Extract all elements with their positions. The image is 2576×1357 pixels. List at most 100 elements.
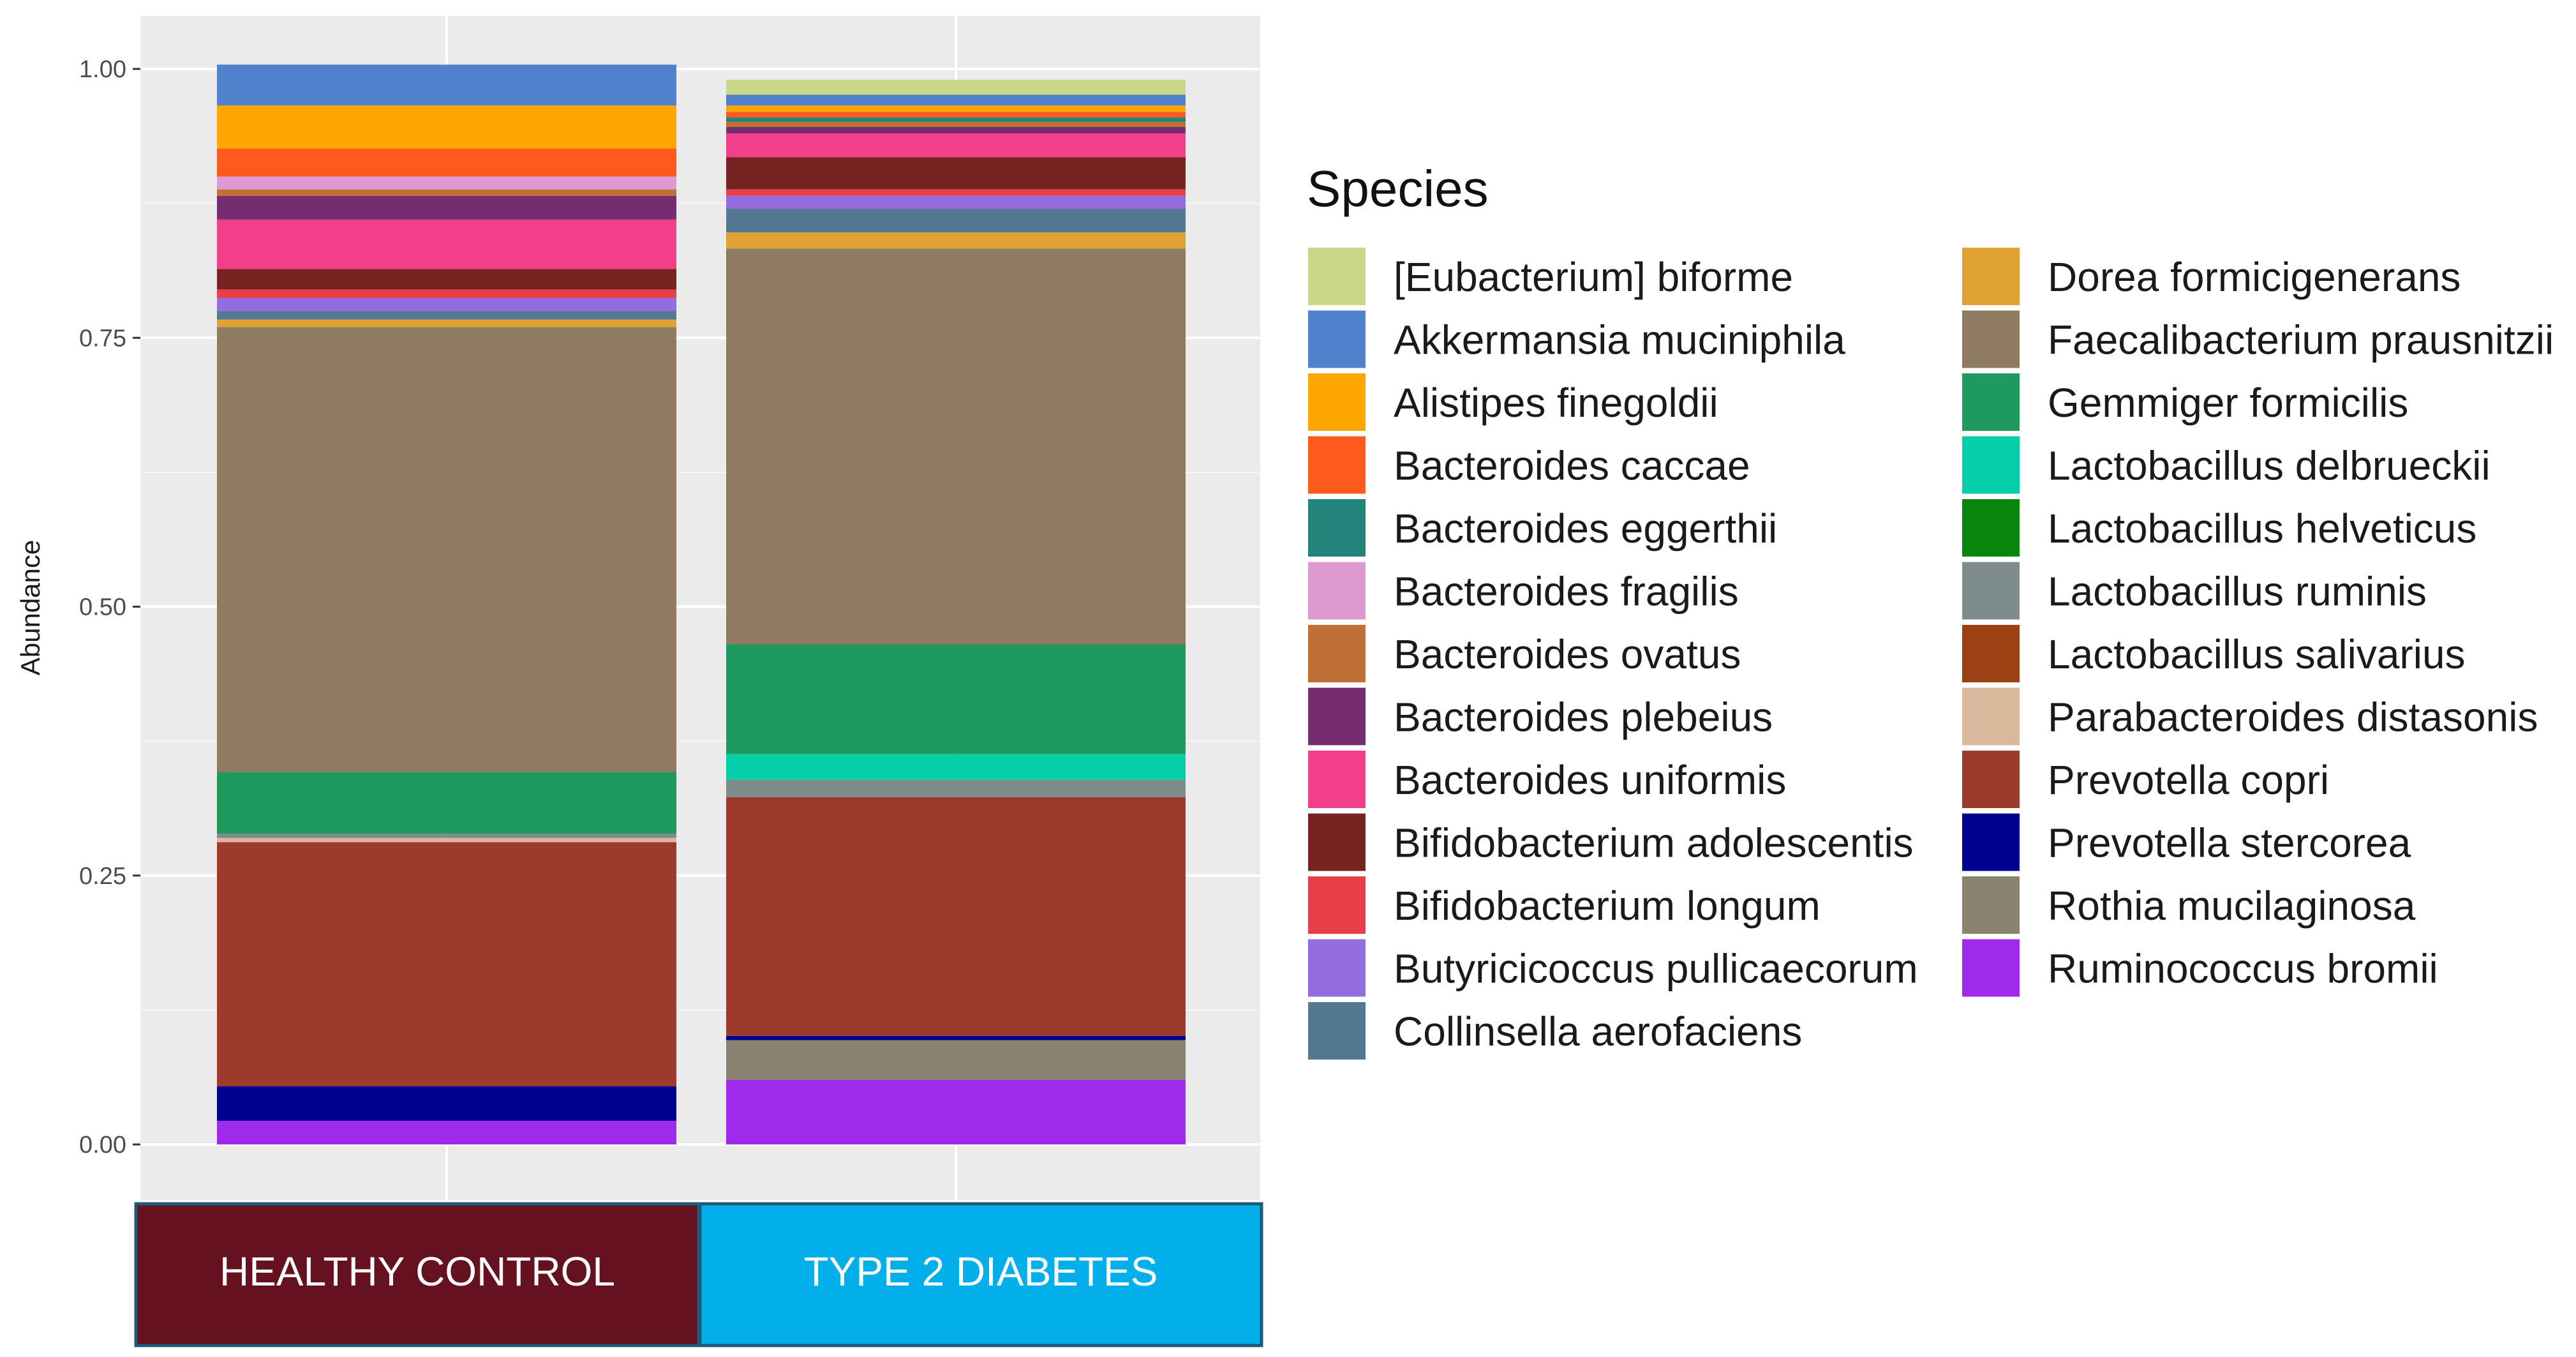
bar-segment-bacteroides-ovatus (726, 121, 1186, 127)
legend-item-lactobacillus-salivarius: Lactobacillus salivarius (1962, 625, 2466, 682)
legend-label: Parabacteroides distasonis (2048, 694, 2538, 740)
legend-key (1308, 687, 1366, 746)
legend-item-faecalibacterium-prausnitzii: Faecalibacterium prausnitzii (1962, 310, 2554, 368)
legend-key (1308, 625, 1366, 682)
bar-segment-butyricicoccus-pullicaecorum (217, 297, 676, 311)
y-axis-label: Abundance (15, 540, 45, 676)
legend-label: Bifidobacterium longum (1394, 883, 1820, 929)
legend-key (1962, 373, 2020, 431)
bar-segment-bacteroides-uniformis (726, 133, 1186, 158)
legend-key (1962, 876, 2020, 934)
legend-item-parabacteroides-distasonis: Parabacteroides distasonis (1962, 687, 2538, 746)
bar-segment-bacteroides-uniformis (217, 219, 676, 269)
legend-label: Lactobacillus ruminis (2048, 569, 2427, 615)
legend-label: Lactobacillus delbrueckii (2048, 443, 2490, 489)
category-strip-healthy-control (134, 1202, 701, 1347)
bar-segment-bifidobacterium-adolescentis (217, 269, 676, 290)
bar-segment-lactobacillus-delbrueckii (726, 754, 1186, 780)
legend-item-dorea-formicigenerans: Dorea formicigenerans (1962, 248, 2461, 305)
legend-key (1962, 939, 2020, 997)
legend-label: Dorea formicigenerans (2048, 254, 2461, 300)
bar-segment-bacteroides-caccae (217, 148, 676, 177)
legend-item-eubacterium-biforme: [Eubacterium] biforme (1308, 248, 1793, 305)
bar-segment-collinsella-aerofaciens (726, 209, 1186, 233)
legend-item-bacteroides-plebeius: Bacteroides plebeius (1308, 687, 1773, 746)
legend: Species [Eubacterium] biforme Akkermansia … (1307, 160, 2554, 1060)
bar-segment-prevotella-copri (217, 842, 676, 1087)
bar-segment-bifidobacterium-longum (726, 189, 1186, 196)
bars (217, 64, 1186, 1144)
legend-item-lactobacillus-delbrueckii: Lactobacillus delbrueckii (1962, 436, 2490, 494)
legend-label: Akkermansia muciniphila (1394, 317, 1845, 363)
legend-label: [Eubacterium] biforme (1394, 254, 1793, 300)
y-tick-label: 0.00 (79, 1132, 126, 1158)
legend-item-bacteroides-uniformis: Bacteroides uniformis (1308, 751, 1786, 808)
bar-segment-bifidobacterium-longum (217, 289, 676, 298)
y-tick-label: 0.25 (79, 863, 126, 890)
bar-segment-ruminococcus-bromii (726, 1079, 1186, 1144)
legend-key (1308, 373, 1366, 431)
legend-label: Butyricicoccus pullicaecorum (1394, 946, 1918, 992)
legend-label: Bacteroides ovatus (1394, 631, 1741, 677)
legend-key (1308, 562, 1366, 620)
bar-segment-bacteroides-fragilis (217, 176, 676, 190)
legend-item-ruminococcus-bromii: Ruminococcus bromii (1962, 939, 2438, 997)
legend-key (1962, 687, 2020, 746)
legend-item-bifidobacterium-longum: Bifidobacterium longum (1308, 876, 1820, 934)
legend-title: Species (1307, 160, 1489, 217)
bar-segment-rothia-mucilaginosa (726, 1040, 1186, 1080)
bar-segment-lactobacillus-ruminis (726, 779, 1186, 797)
category-label: TYPE 2 DIABETES (804, 1248, 1158, 1294)
category-strips: HEALTHY CONTROL TYPE 2 DIABETES (134, 1202, 1263, 1347)
legend-label: Prevotella stercorea (2048, 820, 2411, 866)
category-strip-type-2-diabetes (698, 1202, 1263, 1347)
bar-segment-butyricicoccus-pullicaecorum (726, 195, 1186, 209)
bar-segment-gemmiger-formicilis (217, 772, 676, 834)
bar-segment-prevotella-stercorea (726, 1035, 1186, 1040)
legend-item-prevotella-copri: Prevotella copri (1962, 751, 2329, 808)
bar-stack-type-2-diabetes (726, 79, 1186, 1144)
legend-label: Faecalibacterium prausnitzii (2048, 317, 2554, 363)
y-axis: 0.00 0.25 0.50 0.75 1.00 (79, 56, 140, 1158)
legend-label: Bifidobacterium adolescentis (1394, 820, 1914, 866)
legend-key (1308, 751, 1366, 808)
bar-segment-akkermansia-muciniphila (217, 64, 676, 106)
legend-label: Gemmiger formicilis (2048, 380, 2408, 426)
bar-segment-dorea-formicigenerans (726, 232, 1186, 249)
bar-segment-ruminococcus-bromii (217, 1120, 676, 1144)
legend-label: Bacteroides fragilis (1394, 569, 1739, 615)
legend-label: Rothia mucilaginosa (2048, 883, 2416, 929)
y-tick-label: 1.00 (79, 56, 126, 83)
legend-item-alistipes-finegoldii: Alistipes finegoldii (1308, 373, 1718, 431)
legend-key (1962, 436, 2020, 494)
legend-key (1962, 499, 2020, 557)
bar-segment-lactobacillus-ruminis (217, 834, 676, 838)
legend-key (1308, 876, 1366, 934)
bar-segment-prevotella-stercorea (217, 1086, 676, 1121)
legend-item-lactobacillus-ruminis: Lactobacillus ruminis (1962, 562, 2427, 620)
legend-item-bifidobacterium-adolescentis: Bifidobacterium adolescentis (1308, 813, 1914, 871)
bar-segment-bacteroides-plebeius (217, 195, 676, 220)
bar-segment-akkermansia-muciniphila (726, 94, 1186, 106)
bar-segment-bacteroides-caccae (726, 112, 1186, 117)
bar-segment-alistipes-finegoldii (726, 105, 1186, 112)
legend-key (1308, 939, 1366, 997)
legend-item-prevotella-stercorea: Prevotella stercorea (1962, 813, 2411, 871)
legend-item-bacteroides-eggerthii: Bacteroides eggerthii (1308, 499, 1777, 557)
legend-key (1308, 436, 1366, 494)
bar-segment-gemmiger-formicilis (726, 644, 1186, 754)
legend-key (1962, 625, 2020, 682)
legend-label: Lactobacillus salivarius (2048, 631, 2466, 677)
legend-key (1308, 499, 1366, 557)
legend-label: Lactobacillus helveticus (2048, 506, 2476, 551)
legend-label: Ruminococcus bromii (2048, 946, 2438, 992)
legend-key (1308, 310, 1366, 368)
legend-key (1962, 248, 2020, 305)
category-label: HEALTHY CONTROL (220, 1248, 615, 1294)
legend-key (1308, 813, 1366, 871)
legend-item-akkermansia-muciniphila: Akkermansia muciniphila (1308, 310, 1845, 368)
legend-item-rothia-mucilaginosa: Rothia mucilaginosa (1962, 876, 2416, 934)
legend-key (1962, 562, 2020, 620)
legend-item-bacteroides-fragilis: Bacteroides fragilis (1308, 562, 1739, 620)
